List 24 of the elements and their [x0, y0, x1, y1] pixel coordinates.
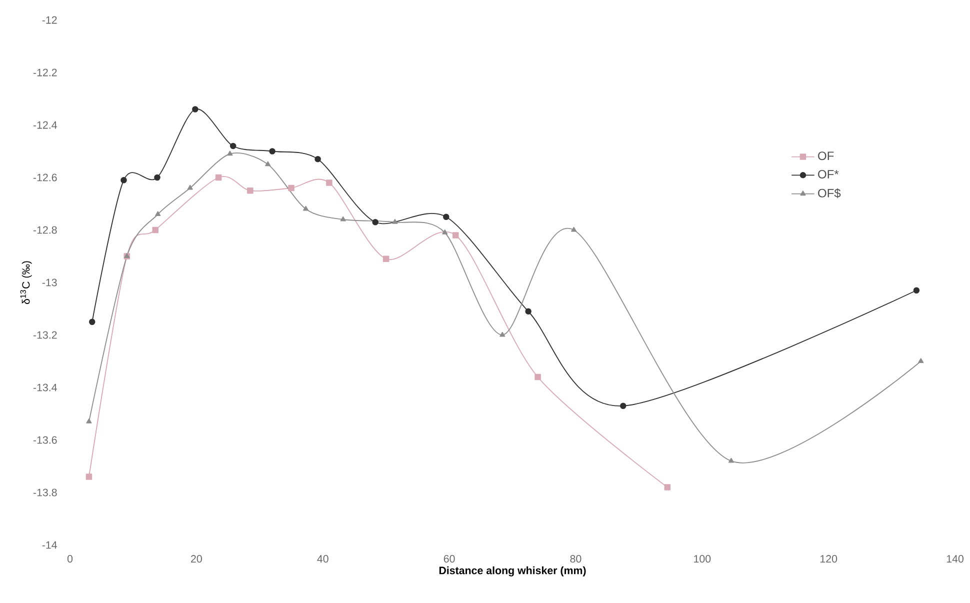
- y-tick-label: -13.6: [33, 436, 57, 444]
- y-tick-label: -13: [42, 278, 57, 286]
- y-tick-label: -12.2: [33, 68, 57, 76]
- y-tick-label: -12.4: [33, 121, 57, 129]
- x-tick-label: 140: [946, 555, 964, 563]
- y-tick-label: -13.8: [33, 488, 57, 496]
- y-tick-label: -13.2: [33, 331, 57, 339]
- legend-label: OF: [818, 152, 834, 160]
- x-axis-title: Distance along whisker (mm): [439, 566, 586, 576]
- x-tick-label: 40: [317, 555, 328, 563]
- x-tick-label: 60: [444, 555, 455, 563]
- legend-label: OF*: [818, 170, 839, 178]
- x-tick-label: 100: [694, 555, 711, 563]
- y-tick-label: -12.6: [33, 174, 57, 182]
- y-axis-title: δ$^{13}$C (‰): [20, 261, 32, 304]
- y-tick-label: -12.8: [33, 226, 57, 234]
- x-tick-label: 120: [820, 555, 838, 563]
- legend-label: OF$: [818, 188, 841, 198]
- y-tick-label: -12: [42, 16, 57, 24]
- x-tick-label: 80: [570, 555, 582, 563]
- x-tick-label: 20: [191, 555, 202, 563]
- y-tick-label: -14: [42, 541, 57, 549]
- x-tick-label: 0: [67, 555, 73, 563]
- y-tick-label: -13.4: [33, 384, 57, 392]
